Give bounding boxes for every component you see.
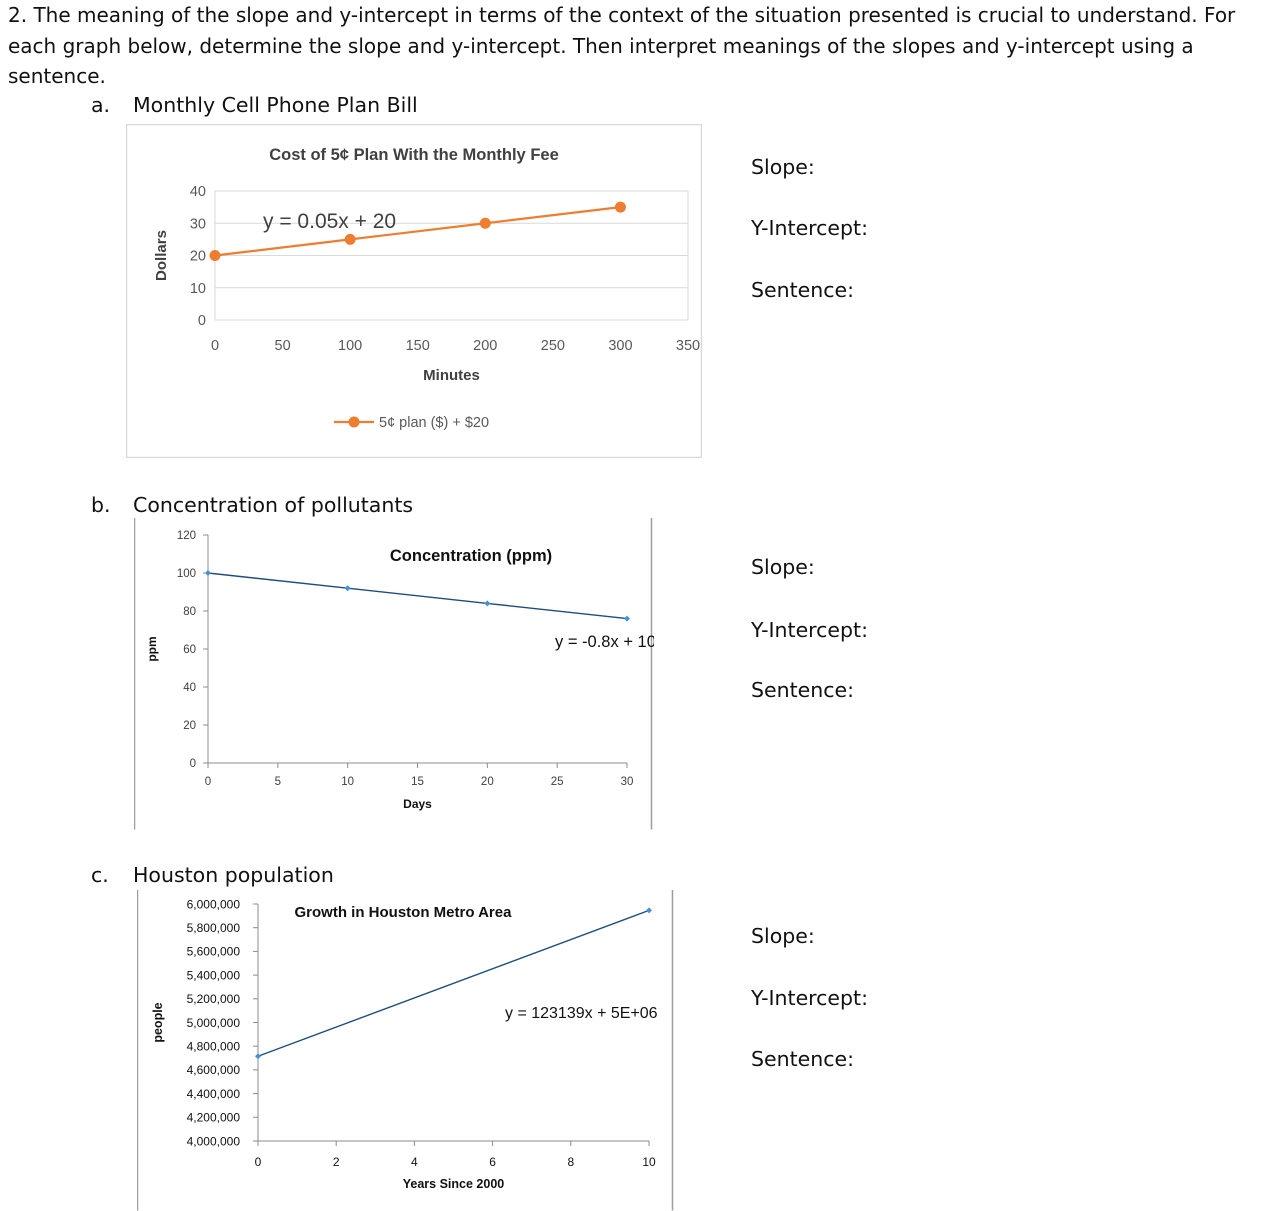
part-a-sentence-label: Sentence: (751, 278, 855, 302)
part-a-title: Monthly Cell Phone Plan Bill (133, 93, 418, 117)
data-point (209, 250, 221, 261)
data-point (646, 907, 652, 914)
chart-title: Cost of 5¢ Plan With the Monthly Fee (269, 146, 559, 164)
x-tick-label: 10 (341, 776, 354, 788)
x-tick-label: 6 (489, 1155, 496, 1169)
part-b-title: Concentration of pollutants (133, 493, 414, 517)
chart-pollutant-concentration: 0 20 40 60 80 100 120 0 5 10 15 20 25 30 Concentration… (134, 518, 654, 830)
y-tick-label: 4,800,000 (187, 1040, 241, 1054)
data-point (344, 233, 356, 245)
x-tick-label: 250 (541, 338, 565, 354)
legend-label: 5¢ plan ($) + $20 (379, 415, 489, 431)
x-tick-label: 0 (211, 338, 219, 354)
question-prompt: 2. The meaning of the slope and y-interc… (8, 3, 1236, 88)
part-c-intercept-label: Y-Intercept: (751, 986, 868, 1010)
y-tick-label: 60 (183, 644, 196, 656)
part-a-slope-label: Slope: (751, 155, 815, 179)
chart-border (126, 124, 702, 458)
data-point (255, 1053, 261, 1060)
x-tick-label: 50 (275, 338, 291, 354)
y-tick-label: 4,600,000 (187, 1063, 241, 1077)
x-tick-label: 100 (338, 338, 362, 354)
data-point (479, 217, 491, 229)
y-tick-label: 6,000,000 (187, 897, 241, 911)
x-tick-label: 300 (608, 338, 632, 354)
x-tick-label: 150 (406, 338, 430, 354)
y-axis-label: ppm (145, 636, 159, 661)
y-tick-label: 40 (190, 184, 206, 200)
y-tick-label: 4,200,000 (187, 1111, 241, 1125)
x-tick-label: 10 (642, 1155, 656, 1169)
x-tick-label: 4 (411, 1155, 418, 1169)
y-axis-label: people (151, 1002, 165, 1042)
y-axis-label: Dollars (153, 230, 170, 281)
x-tick-label: 2 (333, 1155, 340, 1169)
part-c-slope-label: Slope: (751, 924, 815, 948)
chart-title: Concentration (ppm) (390, 547, 552, 565)
part-b-letter: b. (91, 493, 111, 517)
part-c-title: Houston population (133, 863, 334, 887)
y-tick-label: 0 (190, 758, 196, 770)
x-axis-label: Days (403, 797, 432, 811)
y-tick-label: 80 (183, 606, 196, 618)
y-tick-label: 20 (183, 720, 196, 732)
part-a-letter: a. (91, 93, 111, 117)
trendline-equation: y = 123139x + 5E+06 (505, 1005, 658, 1022)
data-point (344, 585, 351, 592)
x-axis-label: Years Since 2000 (403, 1177, 505, 1191)
part-a-intercept-label: Y-Intercept: (751, 216, 868, 240)
chart-houston-population: 4,000,000 4,200,000 4,400,000 4,600,000 4,80… (137, 890, 674, 1211)
chart-cell-phone-plan: 0 10 20 30 40 0 50 100 150 200 250 300 350 Cost of 5¢… (126, 124, 702, 458)
part-c-letter: c. (91, 863, 109, 887)
part-b-intercept-label: Y-Intercept: (751, 618, 868, 642)
part-b-sentence-label: Sentence: (751, 678, 855, 702)
part-c-sentence-label: Sentence: (751, 1047, 855, 1071)
x-tick-label: 25 (551, 776, 564, 788)
data-point (205, 570, 211, 576)
y-tick-label: 40 (183, 682, 196, 694)
x-tick-label: 30 (621, 776, 634, 788)
data-point (484, 600, 491, 607)
y-tick-label: 5,200,000 (187, 992, 241, 1006)
legend-marker (348, 416, 360, 428)
x-tick-label: 20 (481, 776, 494, 788)
y-tick-label: 4,400,000 (187, 1087, 241, 1101)
chart-title: Growth in Houston Metro Area (295, 904, 513, 921)
x-axis-label: Minutes (423, 367, 480, 384)
y-tick-label: 4,000,000 (187, 1134, 241, 1148)
series-line (257, 909, 650, 1057)
y-tick-label: 5,800,000 (187, 921, 241, 935)
y-tick-label: 5,000,000 (187, 1016, 241, 1030)
x-tick-label: 350 (676, 338, 700, 354)
y-tick-label: 0 (198, 313, 206, 329)
part-b-slope-label: Slope: (751, 555, 815, 579)
x-tick-label: 15 (411, 776, 424, 788)
x-tick-label: 5 (275, 776, 281, 788)
y-tick-label: 5,600,000 (187, 945, 241, 959)
x-tick-label: 0 (255, 1155, 262, 1169)
series-line (207, 572, 628, 620)
y-tick-label: 30 (190, 216, 206, 232)
x-tick-label: 8 (567, 1155, 574, 1169)
data-point (624, 615, 630, 622)
trendline-equation: y = -0.8x + 100 (555, 633, 654, 651)
trendline-equation: y = 0.05x + 20 (263, 210, 396, 233)
series-line (214, 206, 621, 257)
y-tick-label: 5,400,000 (187, 968, 241, 982)
y-tick-label: 120 (177, 530, 196, 542)
x-tick-label: 0 (205, 776, 211, 788)
x-tick-label: 200 (473, 338, 497, 354)
y-tick-label: 20 (190, 249, 206, 265)
y-tick-label: 100 (177, 568, 196, 580)
y-tick-label: 10 (190, 281, 206, 297)
data-point (614, 201, 626, 213)
